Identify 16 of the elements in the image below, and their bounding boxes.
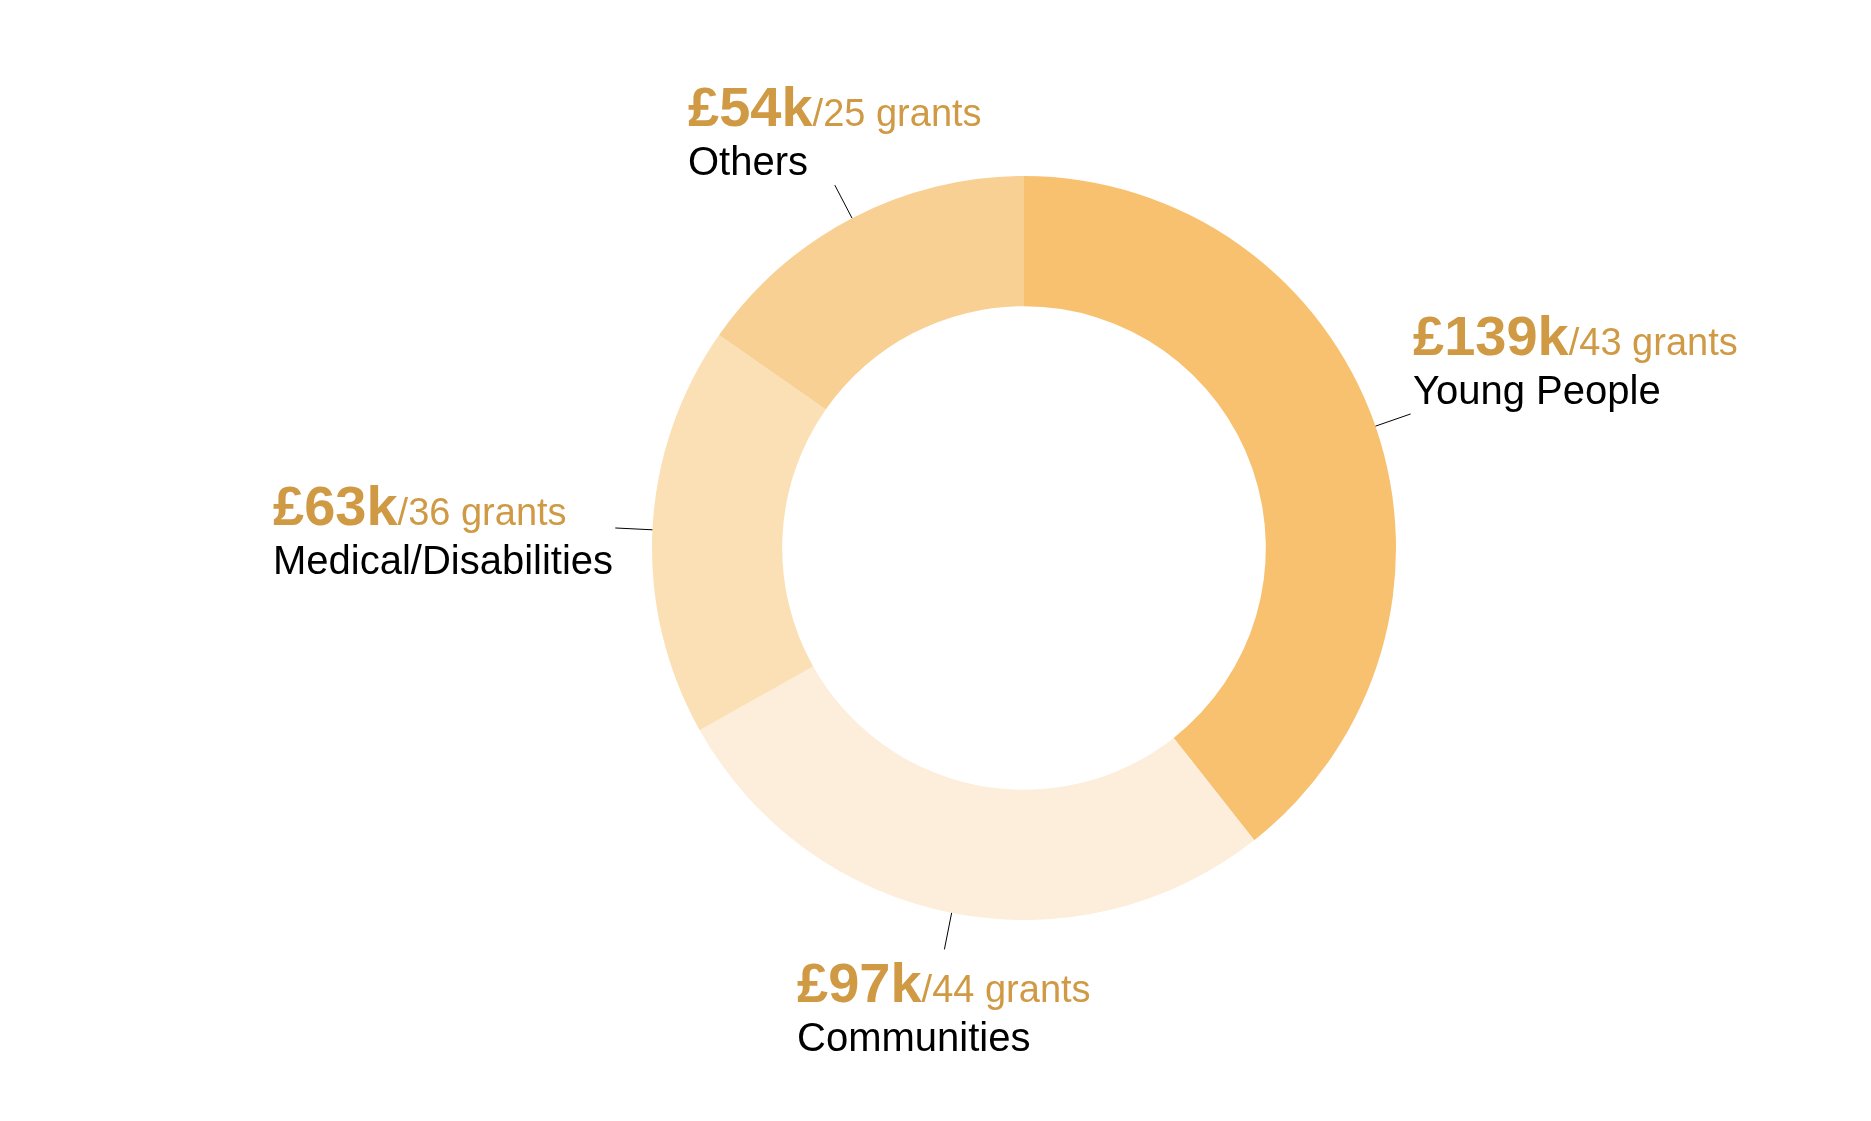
donut-slice xyxy=(699,666,1255,920)
text: /25 grants xyxy=(812,92,982,134)
donut-slice xyxy=(719,176,1024,410)
text: /43 grants xyxy=(1568,321,1738,363)
data-label: £139k xyxy=(1413,304,1570,367)
data-label: £54k xyxy=(688,75,814,138)
slice-label: Young People xyxy=(1413,368,1661,413)
slice-label: Communities xyxy=(797,1015,1031,1060)
data-label: £63k xyxy=(273,474,399,537)
data-label: £97k xyxy=(797,951,923,1014)
text: /44 grants xyxy=(921,968,1091,1010)
text: /36 grants xyxy=(397,491,567,533)
donut-slice xyxy=(652,335,826,731)
donut-slice xyxy=(1024,176,1396,841)
slice-label: Medical/Disabilities xyxy=(273,538,614,583)
slice-label: Others xyxy=(688,139,809,184)
